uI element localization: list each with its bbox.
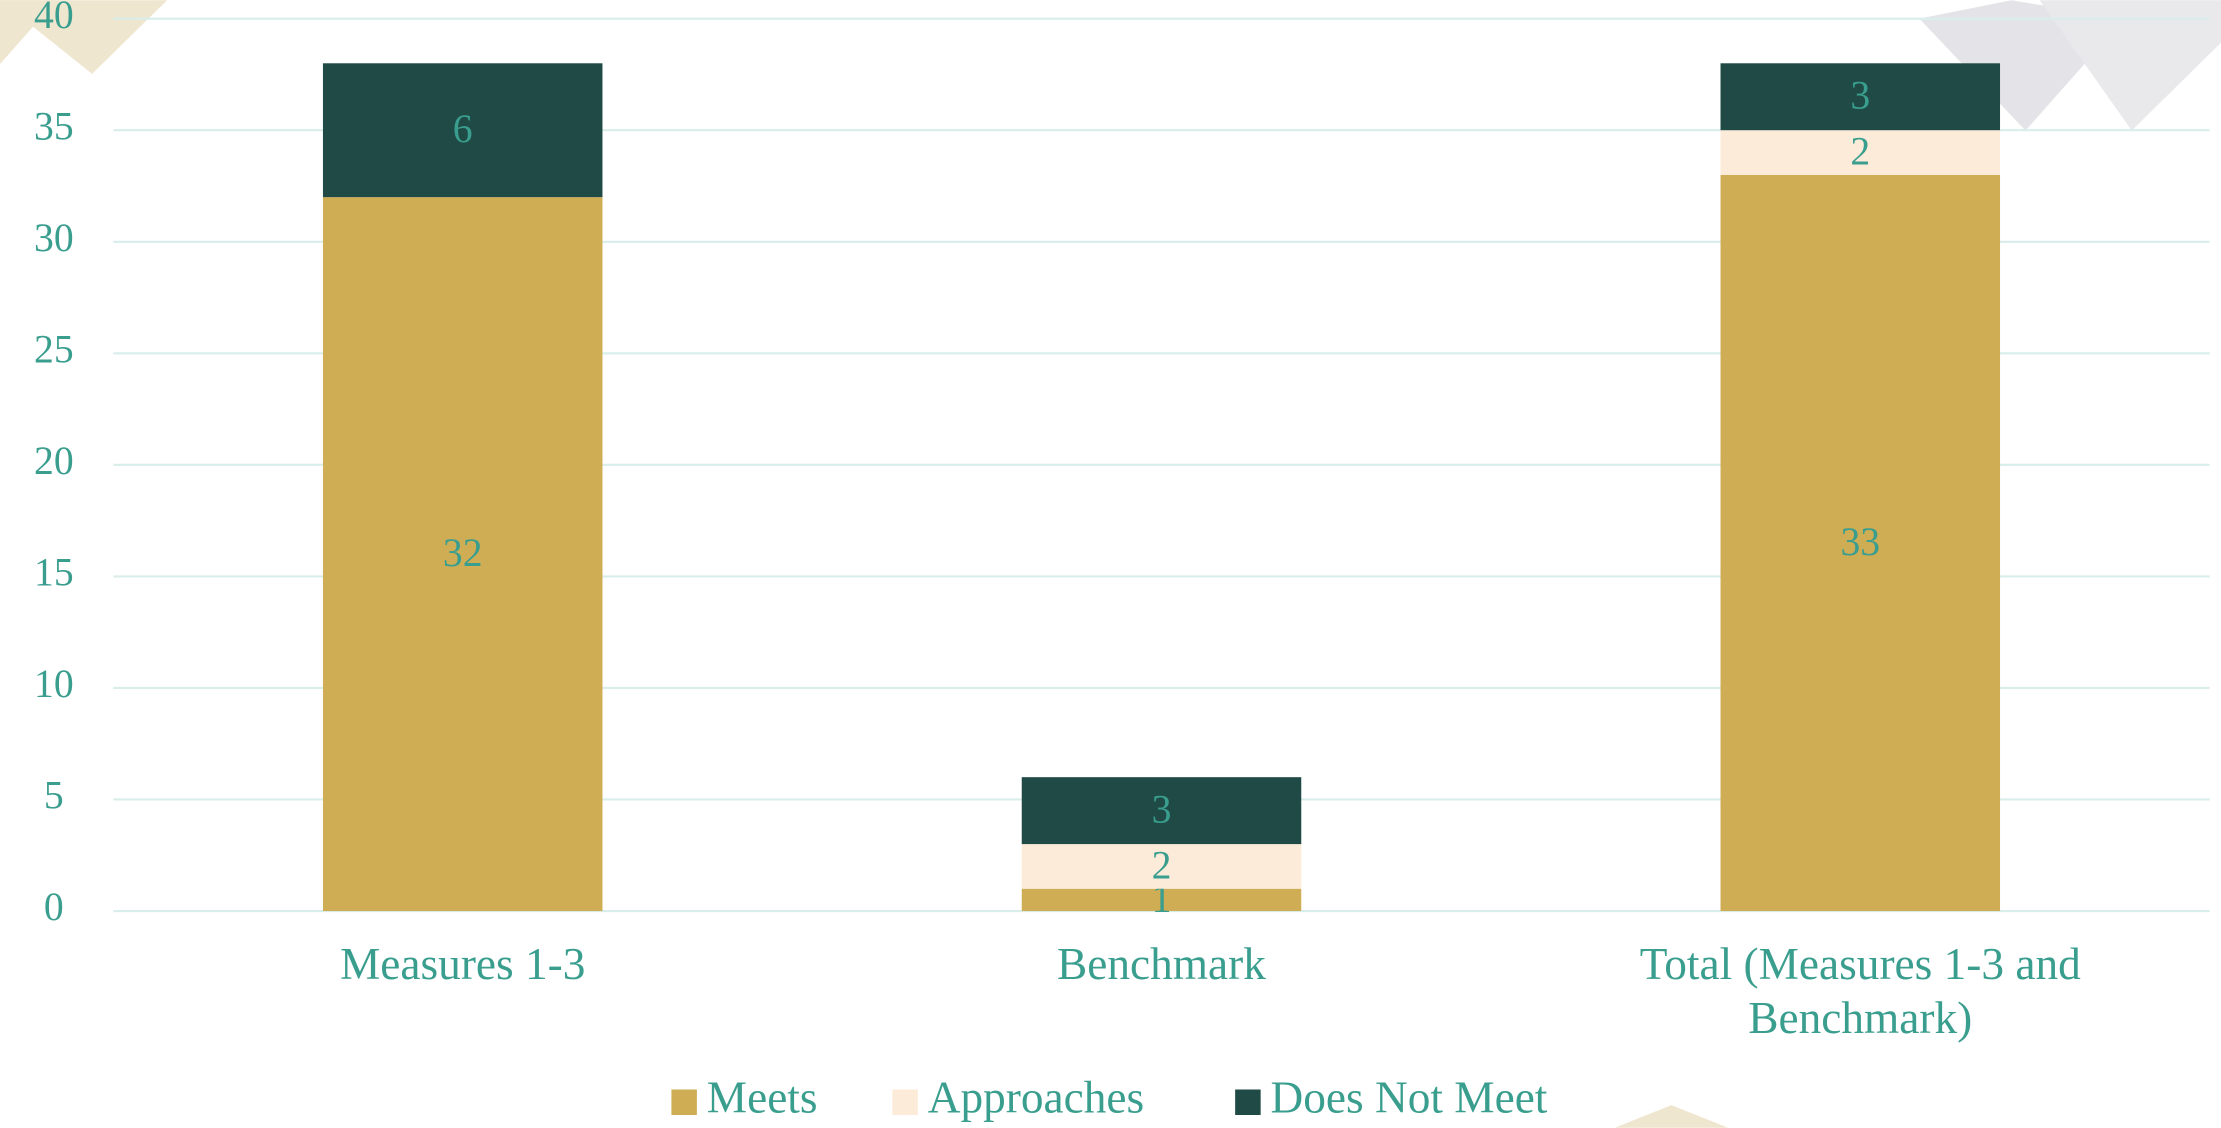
y-tick-label: 35 [34,104,74,148]
decoration [1614,1105,1729,1128]
bar-segment [1720,130,2001,175]
y-tick-label: 10 [34,662,74,706]
y-tick-label: 40 [34,0,74,37]
y-tick-label: 0 [44,885,64,929]
bar-segment [322,197,603,912]
legend-swatch [1235,1089,1261,1116]
data-label: 33 [1840,520,1880,564]
y-tick-label: 5 [44,774,64,818]
bar-segment [1021,844,1302,889]
y-tick-label: 25 [34,327,74,371]
legend-swatch [671,1089,697,1116]
x-tick-label: Total (Measures 1-3 and Benchmark) [1640,940,2081,1044]
legend-label: Approaches [928,1073,1144,1123]
bar-segment [1720,63,2001,131]
bar-segment [1720,174,2001,912]
data-label: 3 [1850,74,1870,118]
bar-segment [1021,888,1302,912]
y-tick-label: 15 [34,551,74,595]
legend-label: Does Not Meet [1271,1073,1548,1123]
data-label: 2 [1850,129,1870,173]
x-tick-label: Benchmark [1057,940,1266,990]
decoration [0,0,57,64]
data-label: 32 [443,531,483,575]
data-label: 2 [1152,843,1172,887]
bar-segment [1021,777,1302,845]
data-label: 6 [453,107,473,151]
x-tick-label: Measures 1-3 [340,940,585,990]
y-tick-label: 20 [34,439,74,483]
decoration [2039,0,2221,131]
legend-label: Meets [707,1073,818,1123]
data-label: 3 [1152,788,1172,832]
y-tick-label: 30 [34,216,74,260]
bar-segment [322,63,603,198]
legend-swatch [892,1089,918,1116]
